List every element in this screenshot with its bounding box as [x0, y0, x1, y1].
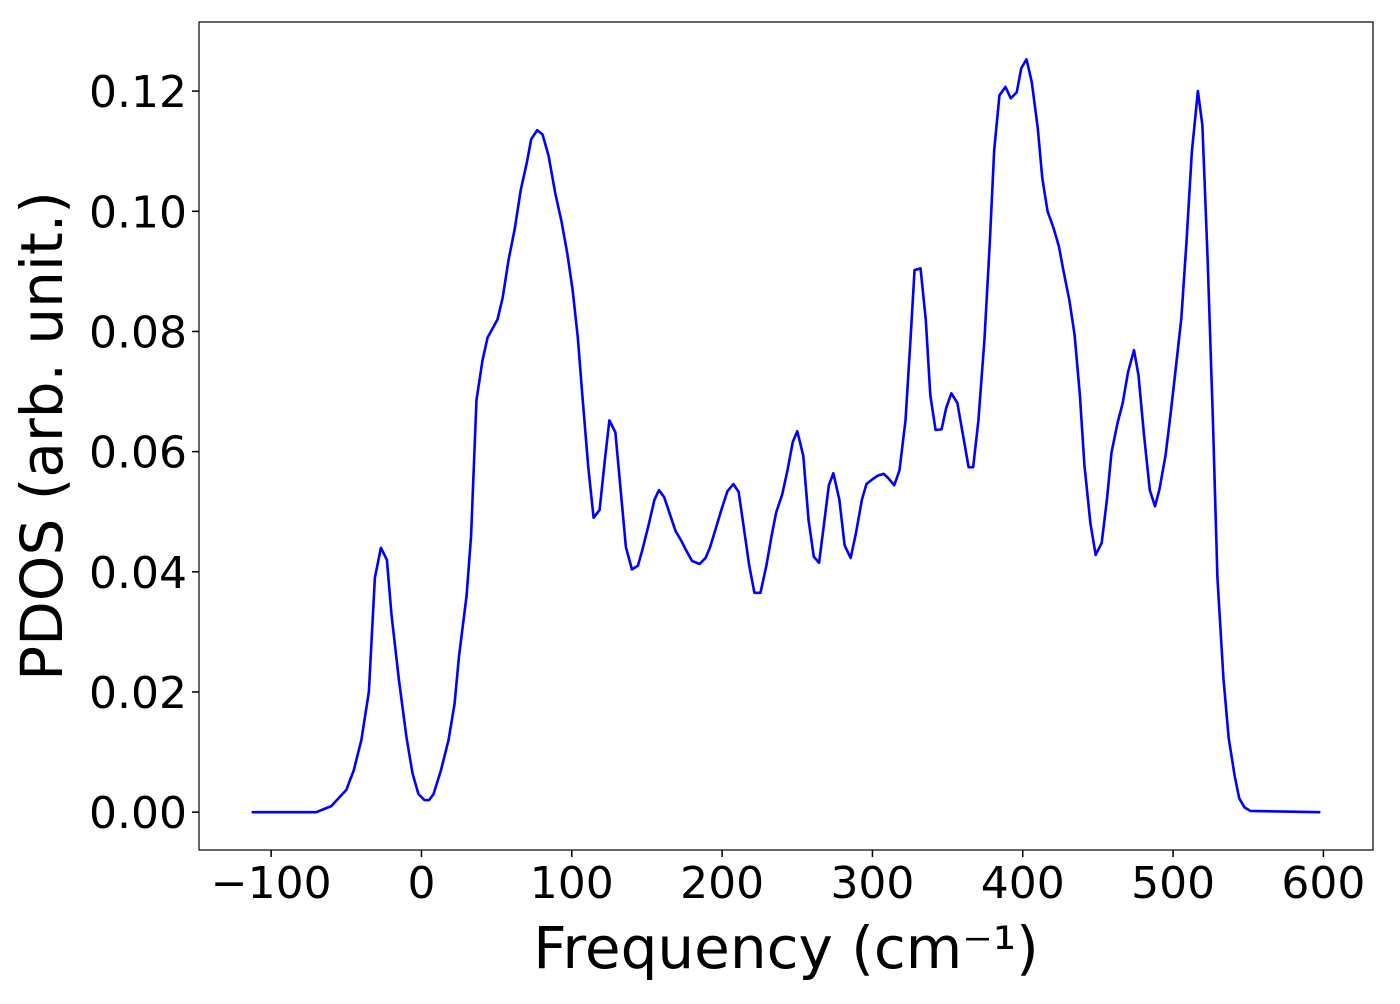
x-tick-label: 600	[1281, 858, 1365, 909]
y-tick-label: 0.12	[89, 67, 187, 118]
x-axis-label: Frequency (cm⁻¹)	[533, 914, 1039, 982]
x-tick-label: 100	[530, 858, 614, 909]
data-line	[251, 57, 1321, 814]
y-tick-label: 0.08	[89, 307, 187, 358]
y-tick-label: 0.00	[89, 788, 187, 839]
x-tick-label: 0	[407, 858, 435, 909]
x-tick-label: −100	[211, 858, 332, 909]
plot-frame	[198, 21, 1374, 851]
y-axis-label: PDOS (arb. unit.)	[8, 191, 76, 681]
y-tick-label: 0.02	[89, 668, 187, 719]
x-tick-label: 300	[830, 858, 914, 909]
x-tick-label: 400	[981, 858, 1065, 909]
x-tick-label: 200	[680, 858, 764, 909]
y-tick-label: 0.06	[89, 428, 187, 479]
x-tick-label: 500	[1131, 858, 1215, 909]
y-tick-label: 0.04	[89, 548, 187, 599]
y-tick-label: 0.10	[89, 187, 187, 238]
